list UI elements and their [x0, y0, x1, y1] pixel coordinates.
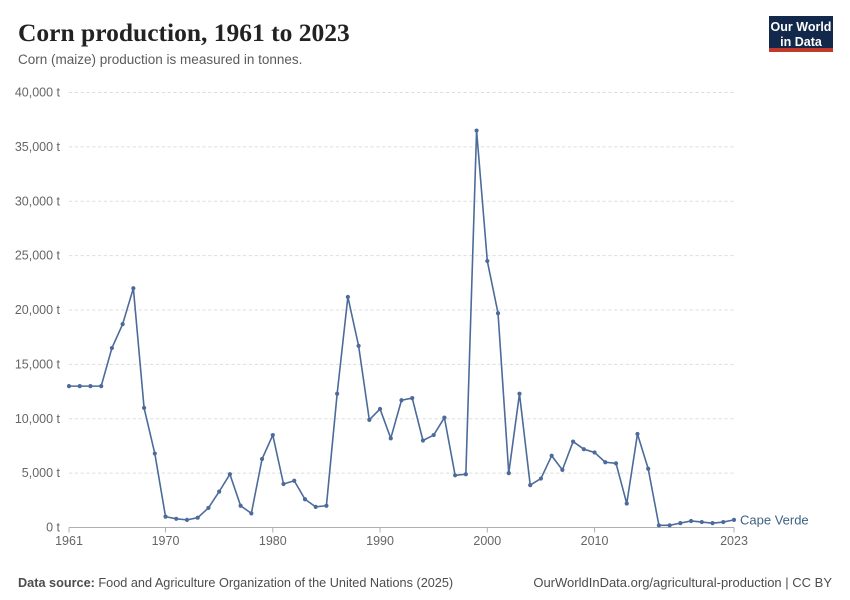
svg-text:35,000 t: 35,000 t: [15, 140, 61, 154]
svg-text:2010: 2010: [581, 534, 609, 548]
svg-text:0 t: 0 t: [46, 521, 60, 535]
svg-text:2023: 2023: [720, 534, 748, 548]
svg-text:2000: 2000: [473, 534, 501, 548]
svg-text:40,000 t: 40,000 t: [15, 86, 61, 100]
svg-text:25,000 t: 25,000 t: [15, 249, 61, 263]
svg-text:1980: 1980: [259, 534, 287, 548]
svg-text:1961: 1961: [55, 534, 83, 548]
svg-text:20,000 t: 20,000 t: [15, 303, 61, 317]
svg-text:30,000 t: 30,000 t: [15, 194, 61, 208]
svg-text:1990: 1990: [366, 534, 394, 548]
svg-text:Cape Verde: Cape Verde: [740, 513, 809, 528]
svg-text:10,000 t: 10,000 t: [15, 412, 61, 426]
svg-text:15,000 t: 15,000 t: [15, 357, 61, 371]
svg-text:5,000 t: 5,000 t: [22, 466, 61, 480]
svg-text:1970: 1970: [152, 534, 180, 548]
